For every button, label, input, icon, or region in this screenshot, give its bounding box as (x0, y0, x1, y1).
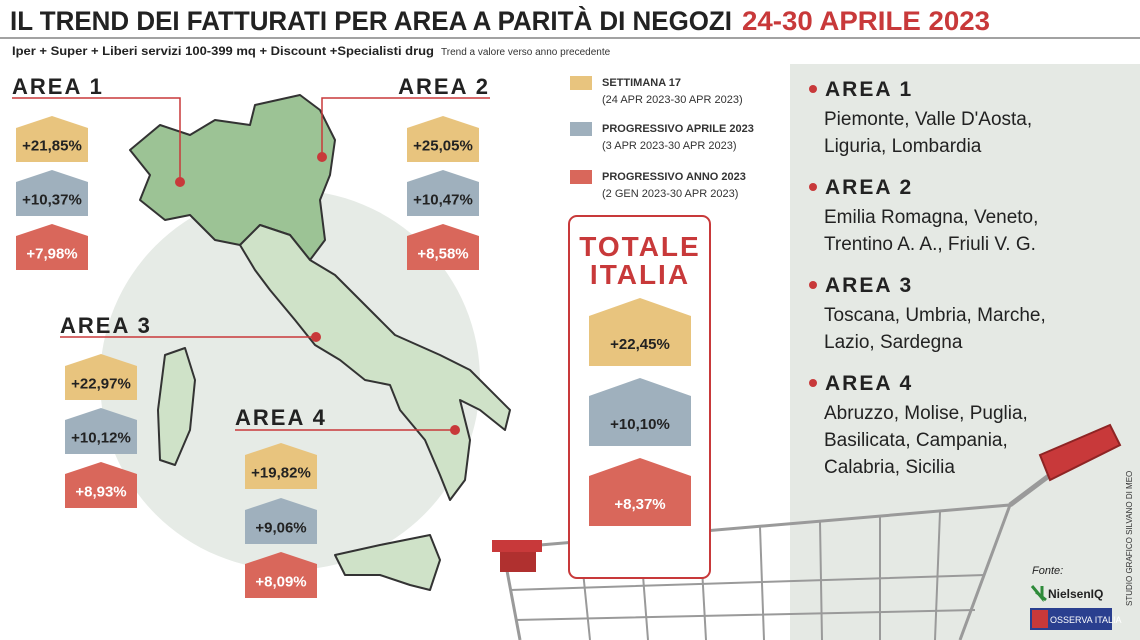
region-name: AREA 4 (825, 372, 913, 395)
badge (65, 408, 137, 454)
region-line: Basilicata, Campania, (824, 430, 1008, 451)
osserva-mark (1032, 610, 1048, 628)
region-line: Toscana, Umbria, Marche, (824, 305, 1046, 326)
badge-value: +25,05% (413, 137, 473, 154)
map-circle (100, 190, 480, 570)
area-label: AREA 1 (12, 74, 104, 99)
region-name: AREA 2 (825, 176, 913, 199)
dot (175, 177, 185, 187)
region-bullet (809, 379, 817, 387)
region-panel (790, 64, 1140, 640)
badge-value: +10,10% (610, 416, 670, 433)
badge (65, 462, 137, 508)
source-label: Fonte: (1032, 565, 1063, 577)
badge (245, 498, 317, 544)
dot (450, 425, 460, 435)
badge-value: +9,06% (255, 519, 306, 536)
region-line: Liguria, Lombardia (824, 136, 982, 157)
nielsen-logo (1030, 585, 1047, 603)
legend-period: (3 APR 2023-30 APR 2023) (602, 140, 737, 152)
region-line: Lazio, Sardegna (824, 332, 963, 353)
cart-handle (1038, 423, 1122, 482)
total-title: TOTALE (579, 231, 700, 262)
leader-area-2 (321, 97, 490, 157)
osserva-logo (1030, 608, 1112, 630)
map-sardinia (157, 347, 196, 466)
badge-value: +10,12% (71, 429, 131, 446)
source-2: OSSERVA ITALIA (1050, 615, 1122, 625)
region-line: Calabria, Sicilia (824, 457, 955, 478)
title: IL TREND DEI FATTURATI PER AREA A PARITÀ… (10, 5, 732, 36)
area-label: AREA 4 (235, 405, 327, 430)
region-bullet (809, 183, 817, 191)
badge (589, 298, 691, 366)
cart-bumper-side (500, 552, 536, 572)
badge-value: +8,93% (75, 483, 126, 500)
badge (407, 116, 479, 162)
leaders (12, 97, 490, 431)
badge (16, 224, 88, 270)
area-label: AREA 3 (60, 313, 152, 338)
region-bullet (809, 281, 817, 289)
area-label: AREA 2 (398, 74, 490, 99)
legend-label: SETTIMANA 17 (602, 77, 681, 89)
badge (589, 458, 691, 526)
badge (16, 170, 88, 216)
cart-bumper (492, 540, 542, 552)
badge-value: +7,98% (26, 245, 77, 262)
badge (245, 443, 317, 489)
badge (245, 552, 317, 598)
region-name: AREA 3 (825, 274, 913, 297)
badge (589, 378, 691, 446)
badge (16, 116, 88, 162)
region-line: Abruzzo, Molise, Puglia, (824, 403, 1028, 424)
map-center-south (239, 224, 511, 501)
dot (317, 152, 327, 162)
badge-value: +8,09% (255, 573, 306, 590)
legend-swatch (570, 122, 592, 136)
region-line: Piemonte, Valle D'Aosta, (824, 109, 1032, 130)
badge-value: +22,97% (71, 375, 131, 392)
badge-value: +21,85% (22, 137, 82, 154)
map (129, 94, 511, 591)
author: STUDIO GRAFICO SILVANO DI MEO (1125, 471, 1134, 606)
title-dates: 24-30 APRILE 2023 (742, 6, 990, 36)
badge (65, 354, 137, 400)
legend-swatch (570, 170, 592, 184)
legend-period: (2 GEN 2023-30 APR 2023) (602, 188, 738, 200)
cart-front (503, 559, 522, 640)
badge (407, 170, 479, 216)
badge (407, 224, 479, 270)
badge-value: +19,82% (251, 464, 311, 481)
leader-dots (175, 152, 460, 435)
total-title: ITALIA (590, 259, 690, 290)
subtitle: Iper + Super + Liberi servizi 100-399 mq… (12, 44, 434, 58)
legend-label: PROGRESSIVO APRILE 2023 (602, 123, 754, 135)
badge-value: +8,37% (614, 496, 665, 513)
dot (311, 332, 321, 342)
note: Trend a valore verso anno precedente (441, 47, 611, 58)
region-name: AREA 1 (825, 78, 913, 101)
region-line: Trentino A. A., Friuli V. G. (824, 234, 1036, 255)
region-bullet (809, 85, 817, 93)
badge-value: +10,47% (413, 191, 473, 208)
region-line: Emilia Romagna, Veneto, (824, 207, 1038, 228)
badge-value: +8,58% (417, 245, 468, 262)
cart-grid-h (509, 574, 986, 621)
map-north (129, 94, 336, 261)
legend-label: PROGRESSIVO ANNO 2023 (602, 171, 746, 183)
badge-value: +22,45% (610, 336, 670, 353)
legend-swatch (570, 76, 592, 90)
leader-area-1 (12, 97, 181, 182)
badge-value: +10,37% (22, 191, 82, 208)
legend-period: (24 APR 2023-30 APR 2023) (602, 94, 743, 106)
map-sicily (334, 534, 441, 591)
source-1: NielsenIQ (1048, 587, 1103, 601)
